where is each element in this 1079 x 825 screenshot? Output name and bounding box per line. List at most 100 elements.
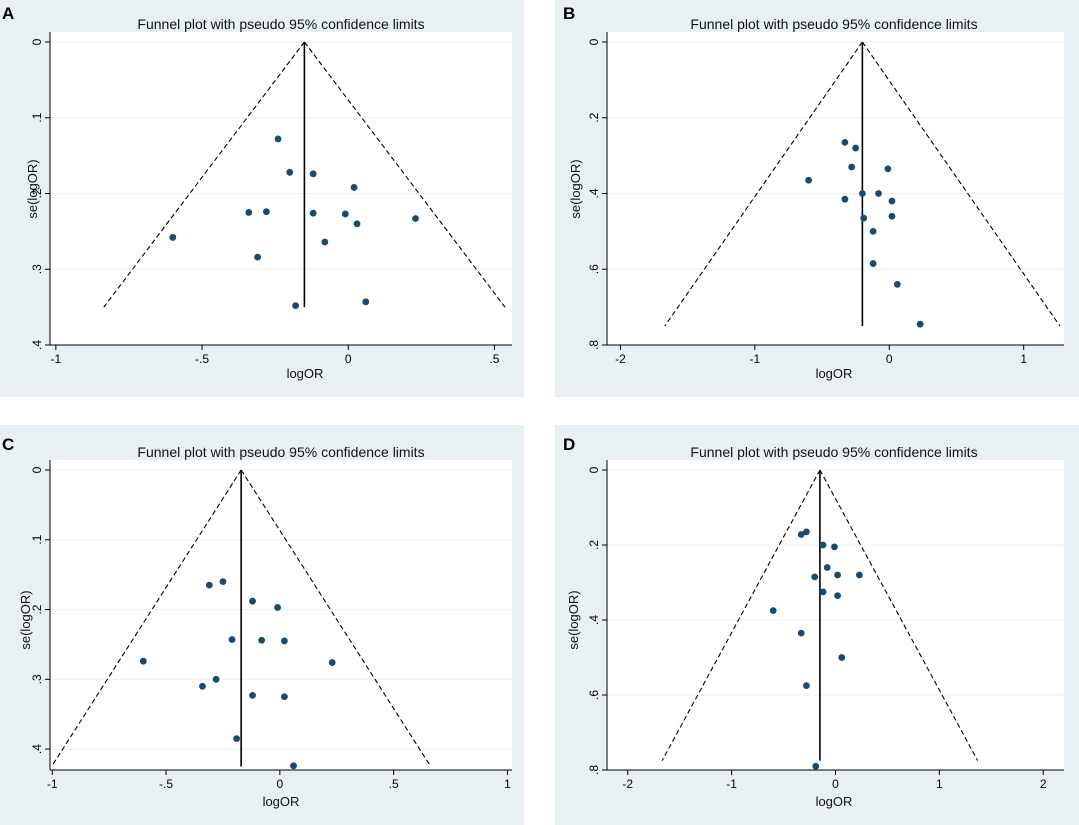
panel-a-y-tick-label: .1	[30, 112, 44, 122]
panel-c-study-point	[281, 637, 288, 645]
panel-d-title: Funnel plot with pseudo 95% confidence l…	[690, 444, 977, 460]
panel-b-study-point	[888, 212, 896, 220]
panel-c-study-point	[274, 604, 281, 611]
panel-d-x-tick-label: 2	[1040, 777, 1047, 791]
panel-a-y-tick-label: .3	[30, 264, 44, 274]
panel-a-study-point	[412, 215, 419, 222]
panel-b-ci-upper-line	[861, 41, 1061, 327]
panel-d-study-point	[819, 541, 827, 549]
panel-d-x-axis-title: logOR	[816, 794, 853, 809]
panel-b-study-point	[893, 281, 901, 288]
panel-c-plot-background	[50, 460, 512, 770]
panel-c-x-tick-label: -1	[47, 777, 58, 791]
panel-d-study-point	[855, 571, 863, 579]
panel-a-study-point	[274, 135, 282, 143]
panel-a-study-point	[321, 238, 329, 246]
panel-a-x-axis-title: logOR	[287, 366, 324, 381]
panel-b-x-tick-label: -1	[750, 352, 761, 366]
panel-b-title: Funnel plot with pseudo 95% confidence l…	[690, 16, 977, 32]
panel-a-study-point	[309, 209, 317, 217]
panel-d-y-tick-label: .6	[587, 690, 601, 700]
panel-d-study-point	[797, 629, 805, 637]
panel-d-study-point	[838, 654, 846, 661]
panel-d-y-tick-label: .8	[587, 765, 601, 775]
panel-a-letter: A	[2, 4, 14, 23]
panel-d-y-tick-label: 0	[587, 466, 601, 473]
panel-c-study-point	[212, 675, 220, 683]
panel-d-study-point	[803, 528, 810, 536]
panel-c-plot-area: -1 -.5 0 .5 1 0 .1 .2 .3 .4	[30, 460, 512, 791]
panel-b-y-tick-label: .6	[587, 264, 601, 274]
panel-d-study-point	[811, 573, 819, 581]
panel-c-y-tick-label: 0	[30, 466, 44, 473]
panel-c-y-axis-title: se(logOR)	[18, 590, 33, 649]
panel-d-study-point	[831, 543, 838, 551]
panel-b-study-point	[869, 227, 877, 235]
panel-a-study-point	[245, 209, 253, 216]
panel-c-y-tick-label: .3	[30, 674, 44, 684]
panel-b-study-point	[888, 197, 896, 205]
panel-b-y-tick-label: .2	[587, 112, 601, 122]
panel-c-ci-upper-line	[240, 469, 432, 767]
panel-d-study-point	[797, 531, 805, 538]
panel-d-study-point	[769, 607, 777, 615]
panel-c-x-tick-label: -.5	[159, 777, 173, 791]
panel-a-study-point	[362, 298, 370, 306]
panel-d-letter: D	[563, 435, 575, 454]
panel-b-study-point	[841, 195, 849, 203]
panel-a-study-point	[341, 210, 349, 218]
panel-b-study-point	[869, 260, 877, 267]
panel-a-study-point	[309, 170, 317, 178]
panel-d-ci-upper-line	[819, 469, 979, 761]
panel-b-y-axis-title: se(logOR)	[568, 159, 583, 218]
panel-a-plot-area: -1 -.5 0 .5 0 .1 .2 .3 .4	[30, 32, 512, 366]
panel-c-y-tick-label: .2	[30, 604, 44, 614]
panel-b-study-point	[884, 165, 892, 173]
panel-c-study-point	[199, 682, 206, 690]
panel-b-x-tick-label: 1	[1020, 352, 1027, 366]
panel-a-x-tick-label: -1	[51, 352, 62, 366]
panel-c-study-point	[281, 693, 288, 701]
panel-c-y-tick-label: .1	[30, 534, 44, 544]
panel-c-y-tick-label: .4	[30, 744, 44, 754]
panel-c-x-tick-label: .5	[389, 777, 399, 791]
panel-c-study-point	[205, 581, 213, 589]
panel-a-study-point	[350, 184, 358, 191]
panel-a-study-point	[292, 302, 300, 310]
panel-d-study-point	[819, 588, 827, 596]
panel-a-x-tick-label: 0	[345, 352, 352, 366]
panel-d: D Funnel plot with pseudo 95% confidence…	[555, 425, 1079, 825]
panel-c-study-point	[219, 578, 227, 586]
panel-b-study-point	[858, 190, 866, 197]
panel-a-x-tick-label: .5	[489, 352, 499, 366]
panel-c-ci-lower-line	[51, 469, 242, 767]
panel-b-x-tick-label: 0	[886, 352, 893, 366]
panel-d-x-tick-label: 1	[936, 777, 943, 791]
panel-b-y-tick-label: .8	[587, 340, 601, 350]
panel-d-x-tick-label: 0	[832, 777, 839, 791]
panel-a: A Funnel plot with pseudo 95% confidence…	[0, 0, 524, 397]
panel-a-study-point	[286, 168, 294, 176]
panel-b-study-point	[841, 138, 849, 146]
panel-d-y-tick-label: .2	[587, 540, 601, 550]
panel-c-x-axis-title: logOR	[263, 794, 300, 809]
panel-c-study-point	[228, 636, 236, 643]
panel-d-study-point	[803, 682, 810, 690]
panel-c-study-point	[258, 636, 266, 644]
panel-b-plot-background	[607, 32, 1064, 345]
panel-b-y-tick-label: .4	[587, 188, 601, 198]
panel-d-x-tick-label: -1	[726, 777, 737, 791]
panel-b-study-point	[916, 320, 924, 328]
panel-b-x-axis-title: logOR	[816, 366, 853, 381]
panel-d-y-axis-title: se(logOR)	[566, 590, 581, 649]
panel-c-x-tick-label: 1	[504, 777, 511, 791]
panel-b-study-point	[805, 176, 813, 184]
panel-a-y-tick-label: .2	[30, 188, 44, 198]
panel-c-title: Funnel plot with pseudo 95% confidence l…	[137, 444, 424, 460]
panel-d-study-point	[812, 762, 820, 770]
panel-a-study-point	[169, 234, 177, 241]
panel-b-ci-lower-line	[664, 41, 863, 327]
panel-b-y-tick-label: 0	[587, 38, 601, 45]
panel-d-x-tick-label: -2	[622, 777, 633, 791]
panel-c-study-point	[139, 657, 147, 665]
